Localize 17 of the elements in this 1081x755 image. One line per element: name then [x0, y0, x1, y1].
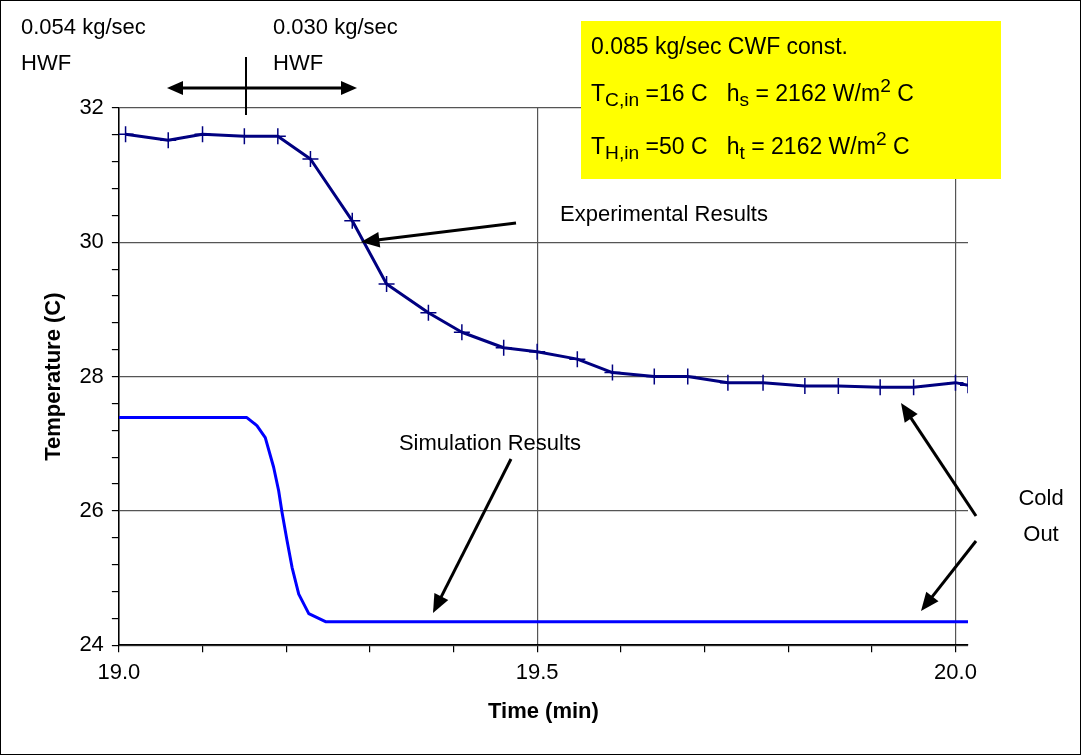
note-box: 0.085 kg/sec CWF const. T$_{C,in}$ =16 C h$_{s}$ = 2162 W/m$^{2}$ C T$_{H,in}$ =50 C h$_{t}$ = 2162 W/m$^{2}$ C — [581, 21, 1001, 179]
y-tick-label: 26 — [79, 496, 104, 522]
x-tick-label: 20.0 — [934, 659, 977, 685]
annotation: Experimental Results — [559, 200, 769, 228]
annotation: T$_{C,in}$ =16 C h$_{s}$ = 2162 W/m$^{2}$ C — [591, 74, 915, 113]
y-axis-title: Temperature (C) — [40, 292, 66, 461]
y-tick-label: 24 — [79, 631, 104, 657]
text: 0.054 kg/sec HWF — [21, 13, 147, 77]
text: Cold Out — [1017, 484, 1065, 548]
x-tick-label: 19.5 — [515, 659, 559, 685]
y-tick-label: 32 — [79, 94, 104, 120]
y-tick-label: 30 — [79, 228, 104, 254]
x-axis-title: Time (min) — [488, 697, 599, 723]
x-tick-label: 19.0 — [97, 659, 141, 685]
y-tick-label: 28 — [79, 362, 104, 388]
annotation: T$_{H,in}$ =50 C h$_{t}$ = 2162 W/m$^{2}$ C — [591, 127, 911, 166]
text: 0.030 kg/sec HWF — [273, 13, 399, 77]
